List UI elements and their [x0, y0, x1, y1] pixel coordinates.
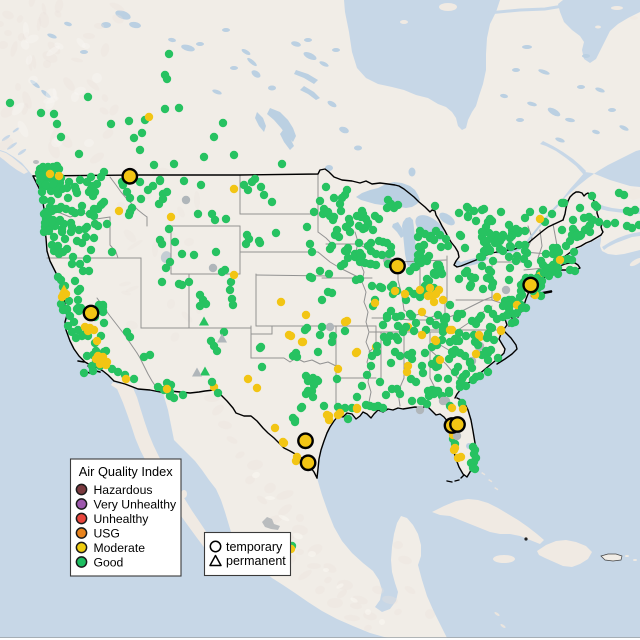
svg-text:USG: USG [94, 527, 120, 541]
svg-text:Very Unhealthy: Very Unhealthy [94, 498, 178, 512]
svg-text:Air Quality Index: Air Quality Index [79, 464, 173, 479]
svg-text:Hazardous: Hazardous [94, 483, 153, 497]
svg-text:Unhealthy: Unhealthy [94, 512, 150, 526]
svg-text:permanent: permanent [226, 554, 286, 568]
svg-text:temporary: temporary [226, 540, 283, 554]
svg-text:Moderate: Moderate [94, 541, 146, 555]
svg-text:Good: Good [94, 556, 124, 570]
